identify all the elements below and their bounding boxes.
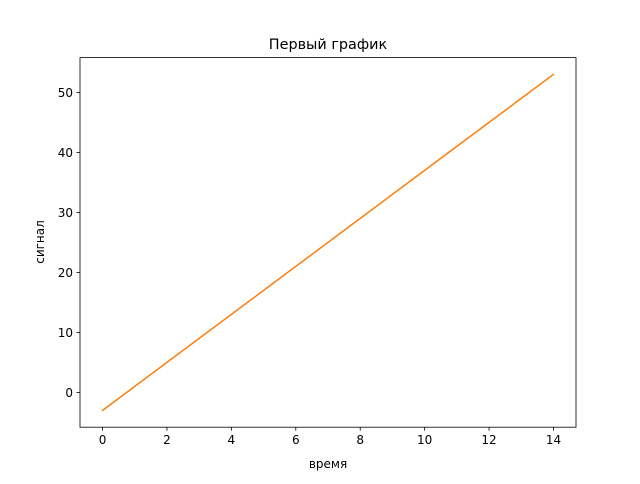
- x-tick-label: 10: [417, 433, 432, 447]
- x-tick-label: 12: [481, 433, 496, 447]
- y-tick-label: 30: [58, 206, 73, 220]
- y-tick-label: 50: [58, 86, 73, 100]
- x-tick-label: 14: [546, 433, 561, 447]
- series-line: [101, 73, 555, 412]
- y-tick-label: 20: [58, 266, 73, 280]
- y-tick-label: 0: [65, 386, 73, 400]
- x-tick-label: 6: [292, 433, 300, 447]
- x-axis-label: время: [309, 457, 347, 471]
- x-tick-label: 4: [228, 433, 236, 447]
- plot-area-frame: [79, 57, 577, 428]
- y-axis-label: сигнал: [33, 220, 47, 264]
- x-tick-label: 2: [163, 433, 171, 447]
- chart-title: Первый график: [269, 37, 388, 53]
- x-tick-label: 8: [356, 433, 364, 447]
- y-tick-label: 10: [58, 326, 73, 340]
- x-tick-label: 0: [99, 433, 107, 447]
- y-tick-label: 40: [58, 146, 73, 160]
